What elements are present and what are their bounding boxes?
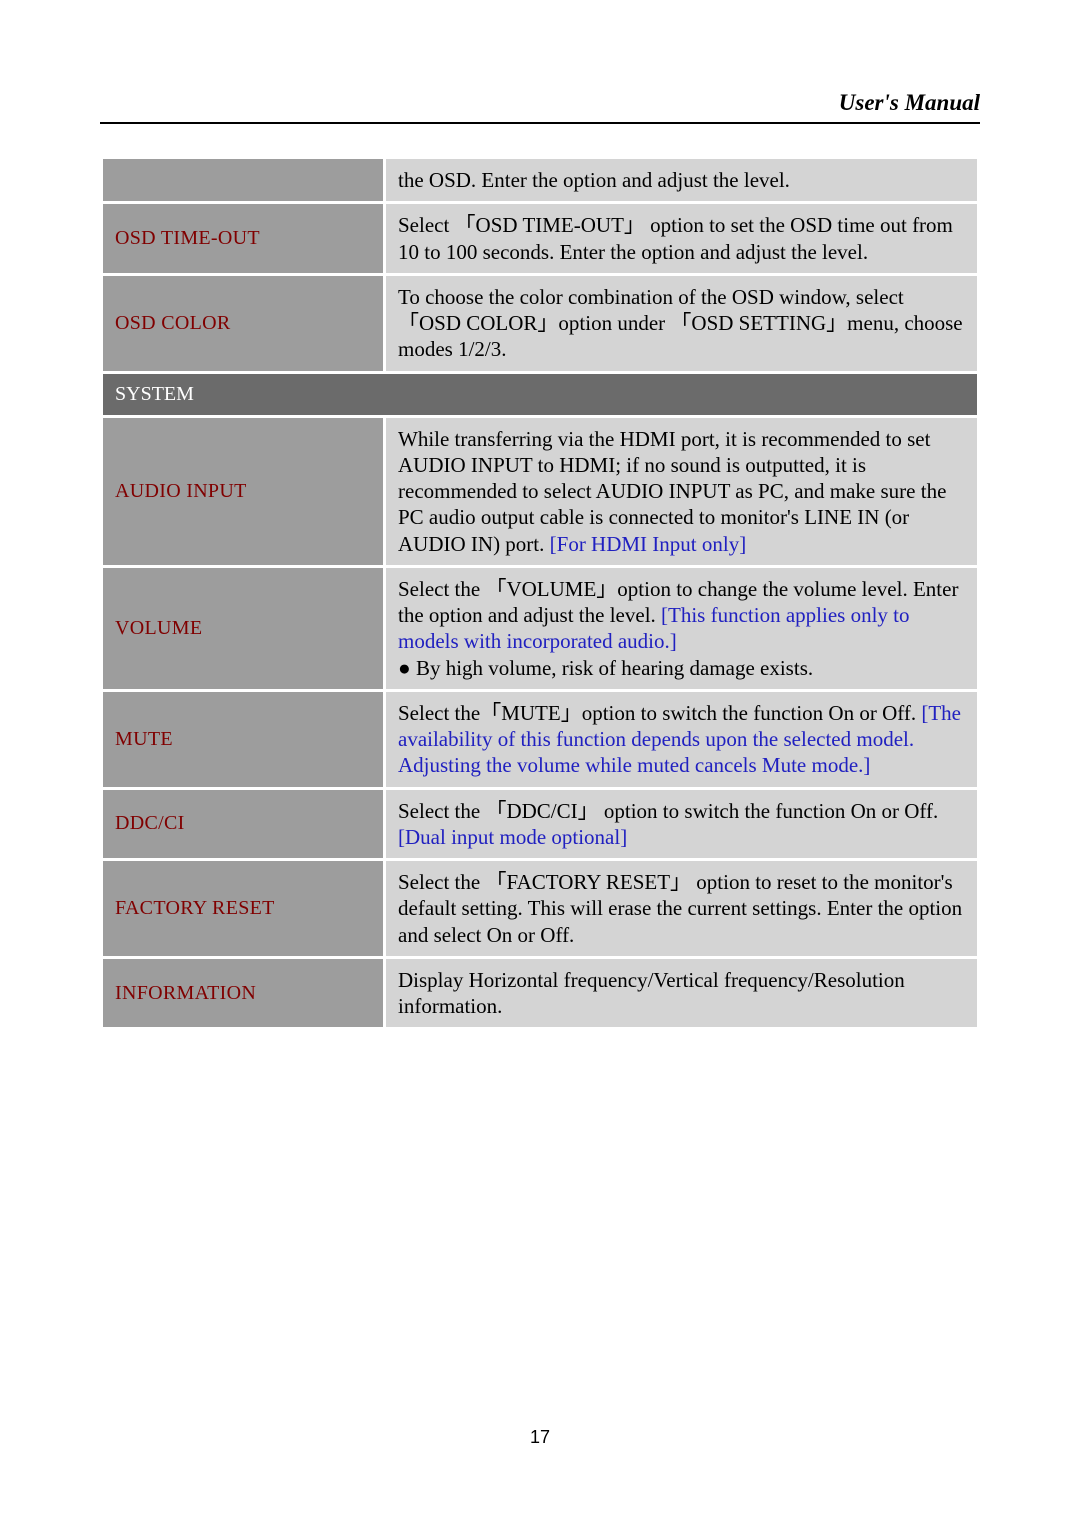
table-row: OSD TIME-OUT Select 「OSD TIME-OUT」 optio… bbox=[103, 204, 977, 273]
desc-cell: Select the 「VOLUME」option to change the … bbox=[386, 568, 977, 689]
table-row: the OSD. Enter the option and adjust the… bbox=[103, 159, 977, 201]
table-row: OSD COLOR To choose the color combinatio… bbox=[103, 276, 977, 371]
desc-cell: Select the「MUTE」option to switch the fun… bbox=[386, 692, 977, 787]
label-information: INFORMATION bbox=[103, 959, 383, 1028]
header-title: User's Manual bbox=[839, 90, 980, 115]
osd-settings-table: the OSD. Enter the option and adjust the… bbox=[100, 156, 980, 1030]
desc-text: Select the 「DDC/CI」 option to switch the… bbox=[398, 799, 938, 823]
desc-cell: Display Horizontal frequency/Vertical fr… bbox=[386, 959, 977, 1028]
desc-cell: Select 「OSD TIME-OUT」 option to set the … bbox=[386, 204, 977, 273]
desc-cell: the OSD. Enter the option and adjust the… bbox=[386, 159, 977, 201]
desc-text: Display Horizontal frequency/Vertical fr… bbox=[398, 968, 905, 1018]
desc-text: To choose the color combination of the O… bbox=[398, 285, 963, 362]
desc-text: Select 「OSD TIME-OUT」 option to set the … bbox=[398, 213, 953, 263]
desc-note: [For HDMI Input only] bbox=[550, 532, 747, 556]
label-volume: VOLUME bbox=[103, 568, 383, 689]
desc-note: [Dual input mode optional] bbox=[398, 825, 627, 849]
label-mute: MUTE bbox=[103, 692, 383, 787]
desc-cell: To choose the color combination of the O… bbox=[386, 276, 977, 371]
table-row: VOLUME Select the 「VOLUME」option to chan… bbox=[103, 568, 977, 689]
page-number: 17 bbox=[0, 1427, 1080, 1448]
desc-cell: Select the 「FACTORY RESET」 option to res… bbox=[386, 861, 977, 956]
desc-text: Select the「MUTE」option to switch the fun… bbox=[398, 701, 921, 725]
table-row: INFORMATION Display Horizontal frequency… bbox=[103, 959, 977, 1028]
table-row: AUDIO INPUT While transferring via the H… bbox=[103, 418, 977, 565]
table-row: MUTE Select the「MUTE」option to switch th… bbox=[103, 692, 977, 787]
label-audio-input: AUDIO INPUT bbox=[103, 418, 383, 565]
desc-text: Select the 「FACTORY RESET」 option to res… bbox=[398, 870, 962, 947]
section-header: SYSTEM bbox=[103, 374, 977, 415]
table-row: DDC/CI Select the 「DDC/CI」 option to swi… bbox=[103, 790, 977, 859]
label-factory-reset: FACTORY RESET bbox=[103, 861, 383, 956]
label-ddc-ci: DDC/CI bbox=[103, 790, 383, 859]
desc-bullet: By high volume, risk of hearing damage e… bbox=[398, 656, 813, 680]
section-row-system: SYSTEM bbox=[103, 374, 977, 415]
desc-cell: While transferring via the HDMI port, it… bbox=[386, 418, 977, 565]
label-osd-color: OSD COLOR bbox=[103, 276, 383, 371]
desc-text: the OSD. Enter the option and adjust the… bbox=[398, 168, 790, 192]
table-row: FACTORY RESET Select the 「FACTORY RESET」… bbox=[103, 861, 977, 956]
label-cell-empty bbox=[103, 159, 383, 201]
label-osd-timeout: OSD TIME-OUT bbox=[103, 204, 383, 273]
desc-cell: Select the 「DDC/CI」 option to switch the… bbox=[386, 790, 977, 859]
manual-page: User's Manual the OSD. Enter the option … bbox=[0, 0, 1080, 1528]
header-rule: User's Manual bbox=[100, 90, 980, 124]
